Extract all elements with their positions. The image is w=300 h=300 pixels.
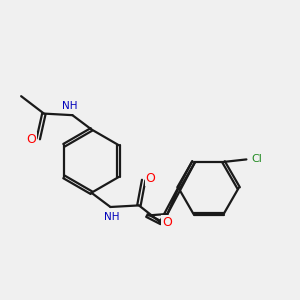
Text: NH: NH [62, 101, 78, 111]
Text: O: O [162, 216, 172, 229]
Text: Cl: Cl [251, 154, 262, 164]
Text: O: O [26, 133, 36, 146]
Text: NH: NH [104, 212, 120, 222]
Text: O: O [146, 172, 156, 185]
